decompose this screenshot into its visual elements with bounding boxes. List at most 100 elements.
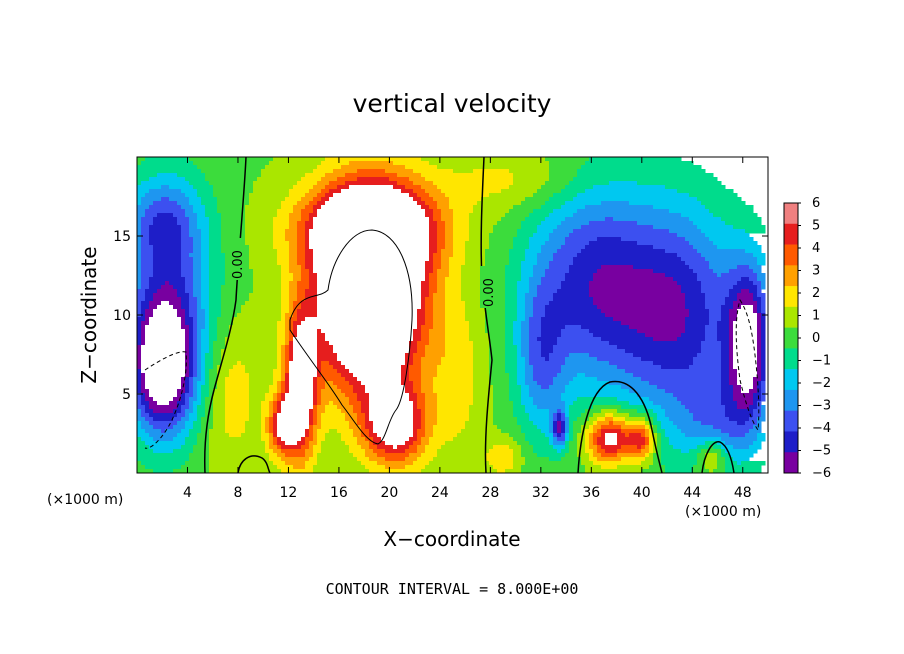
field-cell (225, 341, 278, 346)
field-cell (209, 369, 218, 374)
field-cell (653, 401, 682, 406)
field-cell (313, 205, 322, 210)
field-cell (493, 389, 510, 394)
field-cell (209, 341, 214, 346)
field-cell (597, 457, 622, 462)
field-cell (653, 269, 694, 274)
field-cell (661, 433, 666, 438)
field-cell (209, 229, 222, 234)
field-cell (137, 365, 142, 370)
field-cell (209, 273, 226, 278)
field-cell (557, 225, 582, 230)
field-cell (505, 269, 522, 274)
field-cell (589, 221, 638, 226)
field-cell (201, 237, 210, 242)
field-cell (209, 253, 226, 258)
field-cell (249, 393, 266, 398)
field-cell (461, 281, 482, 286)
field-cell (273, 437, 278, 442)
field-cell (189, 405, 194, 410)
field-cell (461, 265, 486, 270)
field-cell (137, 349, 142, 354)
field-cell (701, 201, 746, 206)
field-cell (201, 229, 210, 234)
field-cell (197, 305, 202, 310)
field-cell (337, 369, 350, 374)
field-cell (317, 389, 322, 394)
field-cell (209, 429, 226, 434)
field-cell (213, 417, 226, 422)
field-cell (289, 297, 298, 302)
field-cell (317, 309, 418, 314)
field-cell (733, 341, 758, 346)
field-cell (313, 397, 318, 402)
field-cell (201, 333, 210, 338)
field-cell (305, 297, 318, 302)
field-cell (757, 273, 766, 278)
field-cell (445, 233, 454, 238)
field-cell (249, 405, 262, 410)
field-cell (185, 357, 190, 362)
field-cell (185, 289, 194, 294)
field-cell (317, 377, 346, 382)
field-cell (589, 437, 594, 442)
field-cell (761, 337, 766, 342)
field-cell (565, 277, 594, 282)
field-cell (341, 437, 358, 442)
field-cell (593, 185, 666, 190)
field-cell (705, 325, 718, 330)
field-cell (177, 401, 186, 406)
field-cell (321, 197, 330, 202)
field-cell (149, 241, 182, 246)
field-cell (593, 441, 598, 446)
field-cell (289, 245, 298, 250)
field-cell (277, 417, 310, 422)
field-cell (137, 337, 142, 342)
field-cell (181, 225, 190, 230)
field-cell (137, 249, 142, 254)
field-cell (153, 309, 178, 314)
field-cell (745, 229, 766, 234)
field-cell (697, 273, 718, 278)
field-cell (269, 409, 274, 414)
field-cell (617, 465, 650, 470)
field-cell (193, 345, 198, 350)
field-cell (425, 409, 438, 414)
field-cell (745, 421, 758, 426)
field-cell (561, 429, 566, 434)
field-cell (289, 189, 310, 194)
field-cell (193, 349, 198, 354)
field-cell (709, 261, 758, 266)
field-cell (361, 401, 370, 406)
field-cell (585, 189, 678, 194)
field-cell (341, 361, 406, 366)
field-cell (201, 345, 210, 350)
field-cell (649, 433, 654, 438)
field-cell (757, 373, 762, 378)
field-cell (297, 261, 306, 266)
field-cell (349, 401, 362, 406)
field-cell (505, 369, 518, 374)
field-cell (173, 417, 182, 422)
field-cell (201, 241, 210, 246)
field-cell (621, 445, 638, 450)
colorbar-tick-label: 2 (812, 286, 820, 301)
field-cell (149, 317, 182, 322)
field-cell (249, 373, 274, 378)
field-cell (533, 265, 550, 270)
field-cell (173, 425, 186, 430)
field-cell (557, 425, 562, 430)
field-cell (285, 329, 290, 334)
field-cell (225, 425, 246, 430)
field-cell (145, 317, 150, 322)
field-cell (341, 389, 354, 394)
field-cell (425, 269, 434, 274)
field-cell (309, 233, 430, 238)
field-cell (625, 349, 702, 354)
field-cell (281, 281, 290, 286)
field-cell (657, 425, 662, 430)
field-cell (345, 417, 358, 422)
field-cell (433, 209, 442, 214)
field-cell (193, 185, 214, 190)
field-cell (413, 401, 418, 406)
